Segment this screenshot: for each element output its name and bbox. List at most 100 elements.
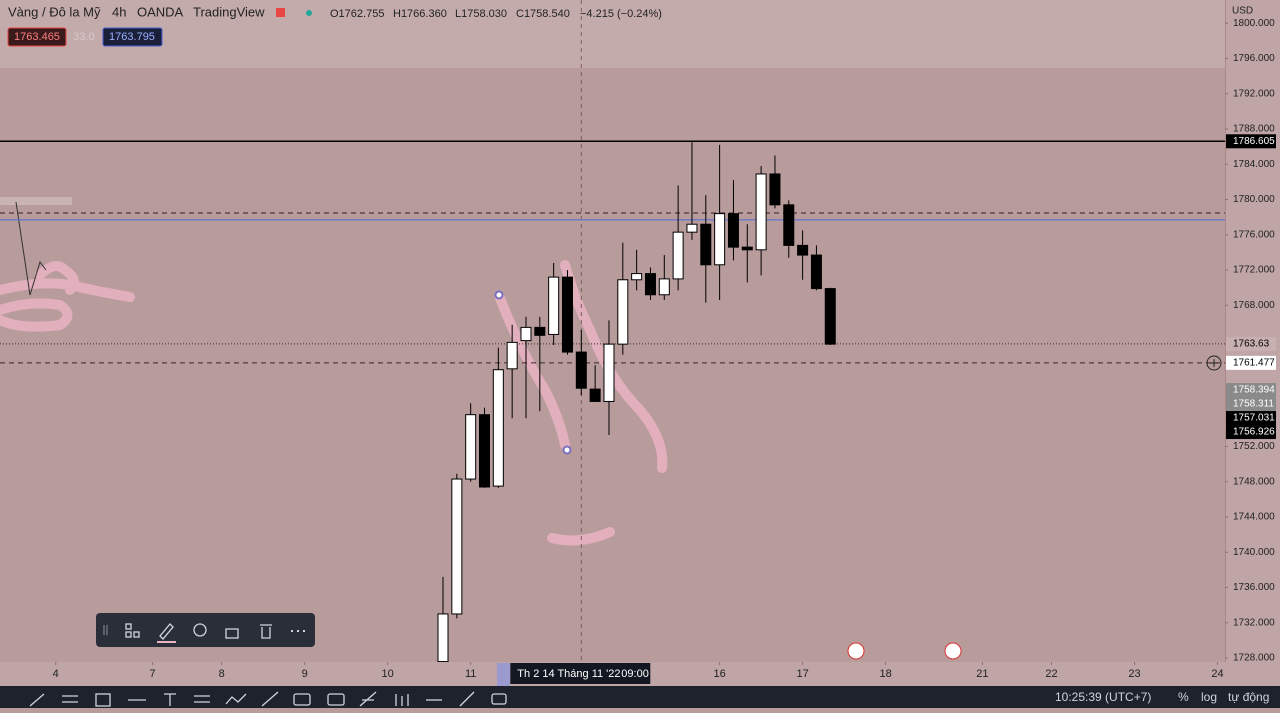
ask: 1763.795 bbox=[109, 31, 155, 43]
candle-body bbox=[534, 326, 546, 336]
candle-body bbox=[520, 326, 532, 342]
pencil-icon[interactable] bbox=[159, 623, 174, 640]
ask-box[interactable] bbox=[102, 27, 163, 47]
bid-box[interactable] bbox=[7, 27, 67, 47]
anchor[interactable] bbox=[562, 445, 572, 455]
x-tick-label: 22 bbox=[1045, 668, 1057, 680]
axis-border bbox=[1225, 0, 1226, 686]
drawing-tools bbox=[29, 691, 507, 707]
plot bbox=[0, 0, 1225, 662]
tool-icon[interactable] bbox=[395, 694, 409, 706]
y-tick-label: 1784.000 bbox=[1233, 159, 1275, 170]
tool-icon[interactable] bbox=[133, 631, 140, 638]
tool-icon[interactable] bbox=[125, 631, 132, 638]
tool-icon[interactable] bbox=[261, 691, 279, 707]
candle-body bbox=[755, 173, 767, 251]
candle-body bbox=[727, 213, 739, 248]
symbol: Vàng / Đô la Mỹ bbox=[8, 4, 101, 19]
y-tick-label: 1748.000 bbox=[1233, 476, 1275, 487]
change: −4.215 (−0.24%) bbox=[580, 8, 662, 20]
price-tag-label: 1786.605 bbox=[1233, 136, 1275, 147]
candle-body bbox=[617, 279, 629, 345]
scribble bbox=[35, 261, 79, 295]
interval: 4h bbox=[112, 4, 126, 19]
x-tick-label: 24 bbox=[1211, 668, 1223, 680]
price-axis bbox=[1225, 0, 1280, 662]
candle-body bbox=[824, 288, 836, 345]
y-tick-label: 1744.000 bbox=[1233, 512, 1275, 523]
y-tick-label: 1752.000 bbox=[1233, 441, 1275, 452]
ohlc-high: H1766.360 bbox=[393, 8, 447, 20]
drawing bbox=[0, 260, 668, 546]
price-tag-label: 1761.477 bbox=[1233, 357, 1275, 368]
event-flag[interactable] bbox=[847, 642, 865, 660]
percent-toggle[interactable]: % bbox=[1178, 690, 1189, 704]
tool-icon[interactable] bbox=[359, 691, 377, 707]
candle-body bbox=[575, 351, 587, 389]
floating-toolbar bbox=[96, 613, 315, 647]
y-tick-label: 1772.000 bbox=[1233, 265, 1275, 276]
crosshair-time: 09:00 bbox=[621, 668, 649, 680]
candle-body bbox=[451, 478, 463, 615]
price-tag bbox=[1226, 336, 1276, 351]
x-tick-label: 7 bbox=[149, 668, 155, 680]
price-tag bbox=[1226, 134, 1276, 149]
currency[interactable]: USD bbox=[1232, 6, 1253, 17]
candle-body bbox=[506, 341, 518, 370]
drag-handle[interactable] bbox=[103, 625, 108, 635]
tool-icon[interactable] bbox=[125, 623, 132, 630]
flag[interactable] bbox=[276, 8, 285, 17]
settings-icon[interactable] bbox=[193, 623, 207, 637]
candle-body bbox=[700, 223, 712, 266]
anchor[interactable] bbox=[494, 290, 504, 300]
tool-icon[interactable] bbox=[62, 695, 78, 703]
y-tick-label: 1800.000 bbox=[1233, 18, 1275, 29]
scribble bbox=[495, 293, 570, 450]
ohlc-close: C1758.540 bbox=[516, 8, 570, 20]
y-tick-label: 1732.000 bbox=[1233, 617, 1275, 628]
tool-icon[interactable] bbox=[95, 693, 111, 707]
tool-icon[interactable] bbox=[225, 693, 247, 705]
lock-icon[interactable] bbox=[225, 628, 239, 639]
y-tick-label: 1796.000 bbox=[1233, 53, 1275, 64]
candle-body bbox=[589, 388, 601, 402]
candle-body bbox=[658, 278, 670, 296]
auto-toggle[interactable]: tự động bbox=[1228, 690, 1269, 704]
tool-icon[interactable] bbox=[459, 691, 475, 707]
trash-icon[interactable] bbox=[260, 624, 272, 639]
events bbox=[847, 642, 962, 660]
price-tag bbox=[1226, 383, 1276, 398]
candle-body bbox=[769, 173, 781, 206]
add-alert-icon bbox=[1210, 359, 1218, 367]
price-tag bbox=[1226, 355, 1276, 370]
tool-icon[interactable] bbox=[327, 693, 345, 706]
x-tick-label: 10 bbox=[382, 668, 394, 680]
crosshair-label: Th 2 14 Tháng 11 '22 bbox=[517, 668, 620, 680]
bid: 1763.465 bbox=[14, 31, 60, 43]
y-tick-label: 1792.000 bbox=[1233, 88, 1275, 99]
clock: 10:25:39 (UTC+7) bbox=[1055, 690, 1151, 704]
tool-icon[interactable] bbox=[194, 695, 210, 703]
price-tag-label: 1763.63 bbox=[1233, 339, 1270, 350]
y-tick-label: 1780.000 bbox=[1233, 194, 1275, 205]
candle-body bbox=[548, 276, 560, 335]
tool-icon[interactable] bbox=[293, 693, 311, 706]
candle-body bbox=[672, 231, 684, 280]
price-tag bbox=[1226, 411, 1276, 426]
candle-body bbox=[437, 613, 449, 662]
tool-icon[interactable] bbox=[491, 693, 507, 705]
candle-body bbox=[465, 414, 477, 480]
add-alert[interactable] bbox=[1206, 355, 1222, 371]
event-flag[interactable] bbox=[944, 642, 962, 660]
crosshair-label-box bbox=[510, 663, 651, 684]
y-tick-label: 1728.000 bbox=[1233, 653, 1275, 664]
x-tick-label: 18 bbox=[879, 668, 891, 680]
tool-icon[interactable] bbox=[29, 693, 45, 707]
tool-icon[interactable] bbox=[164, 693, 176, 706]
x-tick-label: 17 bbox=[796, 668, 808, 680]
candle-body bbox=[714, 213, 726, 266]
ohlc-low: L1758.030 bbox=[455, 8, 507, 20]
log-toggle[interactable]: log bbox=[1201, 690, 1217, 704]
